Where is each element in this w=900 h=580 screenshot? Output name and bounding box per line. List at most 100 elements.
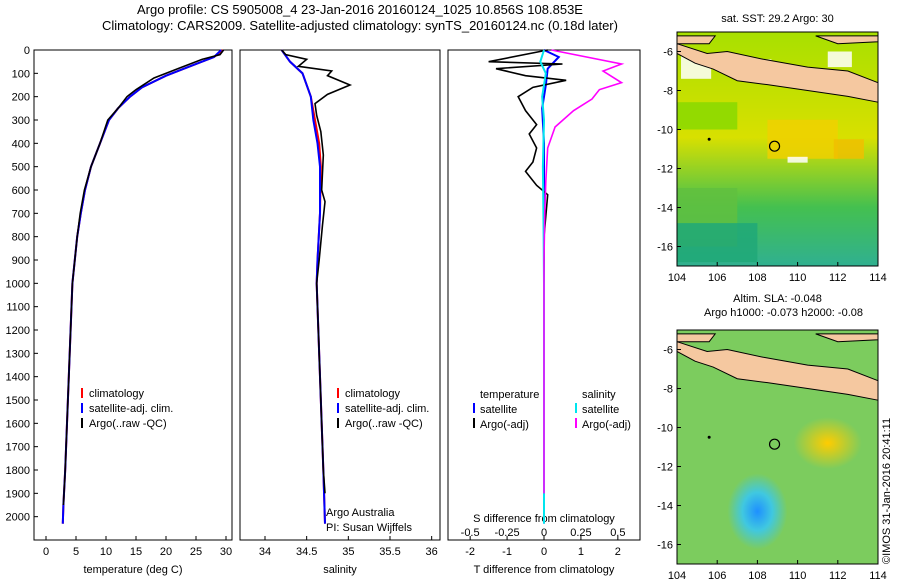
series-line-t-argo-adj- (488, 49, 567, 494)
credit-text: ©IMOS 31-Jan-2016 20:41:11 (881, 418, 893, 564)
sst-patch (677, 102, 738, 130)
christmas-island (707, 137, 711, 141)
legend-title: temperature (480, 389, 539, 401)
sla-cool-anomaly (727, 473, 788, 550)
y-tick-label: 500 (12, 162, 30, 174)
series-line-argo-raw-qc- (62, 49, 225, 506)
y-tick-label: -12 (657, 164, 673, 176)
secondary-tick-label: 0.5 (610, 527, 625, 539)
x-tick-label: 34 (259, 546, 271, 558)
y-tick-label: -14 (657, 203, 673, 215)
y-tick-label: 1100 (6, 302, 30, 314)
legend-title: salinity (582, 389, 616, 401)
argo-position-marker (768, 438, 781, 450)
title-line-1: Argo profile: CS 5905008_4 23-Jan-2016 2… (137, 2, 583, 17)
x-tick-label: 106 (708, 272, 726, 284)
x-tick-label: 5 (73, 546, 79, 558)
y-tick-label: -8 (663, 384, 673, 396)
y-tick-label: 200 (12, 92, 30, 104)
secondary-tick-label: -0.5 (461, 527, 480, 539)
y-tick-label: 1600 (6, 418, 30, 430)
sumatra-landmass (676, 333, 717, 343)
x-tick-label: 104 (668, 272, 686, 284)
x-tick-label: 30 (220, 546, 232, 558)
sst-patch (677, 223, 758, 263)
x-tick-label: 34.5 (296, 546, 317, 558)
y-tick-label: 0 (24, 45, 30, 57)
sst-patch (787, 156, 808, 163)
series-line-s-argo-adj- (543, 49, 625, 494)
x-tick-label: 114 (869, 570, 887, 580)
y-tick-label: -14 (657, 501, 673, 513)
x-tick-label: 2 (615, 546, 621, 558)
y-tick-label: -6 (663, 345, 673, 357)
map-subtitle: Argo h1000: -0.073 h2000: -0.08 (704, 307, 863, 319)
legend-entry: Argo(..raw -QC) (345, 418, 423, 430)
y-tick-label: 1300 (6, 348, 30, 360)
legend-entry: Argo(..raw -QC) (89, 418, 167, 430)
legend-entry: Argo(-adj) (480, 419, 529, 431)
x-tick-label: 106 (708, 570, 726, 580)
legend-entry: Argo(-adj) (582, 419, 631, 431)
annotation-text: PI: Susan Wijffels (326, 522, 412, 534)
plot-frame (239, 49, 441, 541)
argo-position-marker (768, 140, 781, 152)
x-tick-label: 1 (578, 546, 584, 558)
map-title: sat. SST: 29.2 Argo: 30 (721, 13, 834, 25)
y-tick-label: 300 (12, 115, 30, 127)
y-tick-label: 2000 (6, 512, 30, 524)
y-tick-label: 900 (12, 255, 30, 267)
secondary-tick-label: -0.25 (495, 527, 520, 539)
java-landmass (676, 341, 879, 401)
y-tick-label: 600 (12, 185, 30, 197)
profile-panel-temperature: 0 5 10 15 20 25 300100200300400500600700800900… (6, 45, 233, 576)
y-tick-label: 400 (12, 138, 30, 150)
map-panel-sla_map: 104 106 108 110 112 114 -6 -8 -10 -12 -14 -16 Altim.… (657, 293, 893, 580)
y-tick-label: 700 (12, 208, 30, 220)
x-axis-label: temperature (deg C) (83, 564, 182, 576)
legend-entry: climatology (89, 388, 145, 400)
x-axis-label: salinity (323, 564, 357, 576)
x-tick-label: 110 (789, 570, 807, 580)
y-tick-label: -10 (657, 423, 673, 435)
sla-warm-anomaly (793, 417, 862, 470)
plot-frame (33, 49, 233, 541)
secondary-tick-label: 0.25 (570, 527, 591, 539)
figure-title: Argo profile: CS 5905008_4 23-Jan-2016 2… (40, 2, 680, 34)
x-tick-label: 108 (748, 272, 766, 284)
x-tick-label: 20 (160, 546, 172, 558)
map-frame (676, 329, 879, 565)
sst-patch (827, 51, 852, 68)
legend-entry: satellite-adj. clim. (345, 403, 429, 415)
map-panel-sst_map: 104 106 108 110 112 114 -6 -8 -10 -12 -14 -16 sat. S… (657, 13, 887, 284)
sst-patch (833, 139, 864, 159)
legend-entry: satellite-adj. clim. (89, 403, 173, 415)
profile-panel-salinity: 34 34.5 35 35.5 36 salinity climatology satelli… (239, 49, 441, 576)
x-tick-label: 112 (829, 272, 847, 284)
series-line-argo-raw-qc- (281, 49, 353, 494)
y-tick-label: 1500 (6, 395, 30, 407)
x-tick-label: 0 (43, 546, 49, 558)
legend-entry: satellite (480, 404, 517, 416)
x-tick-label: 110 (789, 272, 807, 284)
sumatra-landmass (676, 35, 717, 45)
x-tick-label: -1 (502, 546, 512, 558)
x-tick-label: 10 (100, 546, 112, 558)
y-tick-label: 1800 (6, 465, 30, 477)
y-tick-label: -10 (657, 125, 673, 137)
legend-entry: climatology (345, 388, 401, 400)
y-tick-label: 1200 (6, 325, 30, 337)
x-tick-label: 35 (342, 546, 354, 558)
x-tick-label: 0 (541, 546, 547, 558)
x-tick-label: 25 (190, 546, 202, 558)
christmas-island (707, 435, 711, 439)
x-axis-label: T difference from climatology (474, 564, 615, 576)
x-tick-label: 35.5 (379, 546, 400, 558)
y-tick-label: 1000 (6, 278, 30, 290)
legend-entry: satellite (582, 404, 619, 416)
y-tick-label: 1400 (6, 372, 30, 384)
annotation-text: Argo Australia (326, 507, 395, 519)
secondary-tick-label: 0 (541, 527, 547, 539)
map-frame (676, 31, 879, 267)
